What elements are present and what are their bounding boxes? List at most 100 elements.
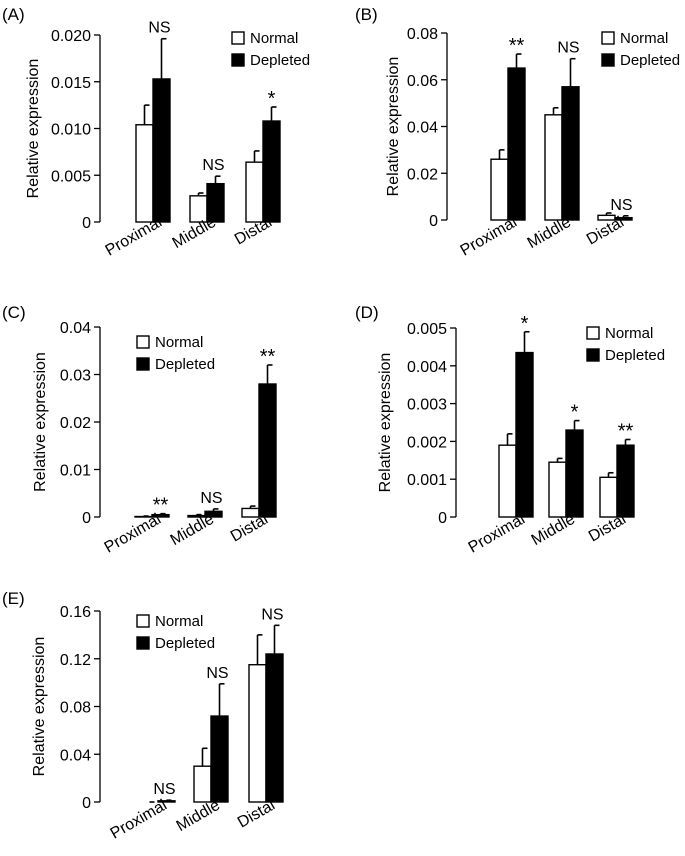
chart-panel-a: (A) 0 0.005 0.010 0.015 0.020 Relative express… <box>2 5 310 260</box>
significance-label: ** <box>509 35 525 57</box>
bar-depleted-proximal <box>151 513 170 518</box>
bar-depleted-distal <box>614 216 633 221</box>
bar-depleted-middle <box>204 510 223 518</box>
bar-depleted-distal <box>616 444 635 518</box>
y-tick-label: 0.12 <box>60 652 91 669</box>
legend-swatch-normal <box>231 31 245 45</box>
y-tick-label: 0 <box>82 215 91 232</box>
bar-normal-middle <box>193 765 212 803</box>
category-label: Proximal <box>103 214 165 260</box>
bar-depleted-middle <box>565 429 584 518</box>
bar-depleted-middle <box>210 715 229 803</box>
bar-normal-distal <box>248 664 267 803</box>
y-tick-label: 0 <box>82 510 91 527</box>
legend-swatch-normal <box>136 614 150 628</box>
significance-label: * <box>268 88 276 110</box>
significance-label: * <box>571 402 579 424</box>
y-tick-label: 0.04 <box>60 320 91 337</box>
bar-depleted-proximal <box>515 351 534 518</box>
y-tick-label: 0.01 <box>60 463 91 480</box>
bar-normal-distal <box>245 161 264 223</box>
legend-swatch-normal <box>601 31 615 45</box>
y-tick-label: 0.04 <box>60 747 91 764</box>
bar-depleted-proximal <box>507 67 526 221</box>
legend-label-depleted: Depleted <box>155 356 215 373</box>
significance-label: NS <box>200 490 222 507</box>
y-tick-label: 0.001 <box>407 472 447 489</box>
legend: Normal Depleted <box>586 325 665 364</box>
bar-normal-middle <box>544 114 563 221</box>
y-tick-label: 0.06 <box>407 73 438 90</box>
y-tick-label: 0 <box>82 795 91 812</box>
y-axis-title: Relative expression <box>25 59 42 199</box>
chart-panel-d: (D) 0 0.001 0.002 0.003 0.004 0.005 Relative ex… <box>355 303 665 557</box>
significance-label: ** <box>618 421 634 443</box>
legend-swatch-depleted <box>586 348 600 362</box>
category-label: Proximal <box>466 511 528 557</box>
bar-normal-middle <box>548 461 567 518</box>
legend-swatch-depleted <box>601 53 615 67</box>
significance-label: * <box>521 313 529 335</box>
bar-depleted-middle <box>561 86 580 221</box>
bar-depleted-proximal <box>152 78 171 223</box>
y-tick-label: 0.02 <box>60 415 91 432</box>
y-tick-label: 0.02 <box>407 166 438 183</box>
category-label: Proximal <box>108 797 170 843</box>
y-tick-label: 0.010 <box>51 122 91 139</box>
bar-normal-distal <box>599 476 618 518</box>
y-tick-label: 0.08 <box>407 26 438 43</box>
legend: Normal Depleted <box>231 30 310 69</box>
legend: Normal Depleted <box>601 30 680 69</box>
y-tick-label: 0.005 <box>51 168 91 185</box>
y-tick-label: 0.003 <box>407 397 447 414</box>
legend-label-depleted: Depleted <box>620 52 680 69</box>
panel-label: (A) <box>2 5 25 24</box>
legend-label-depleted: Depleted <box>155 635 215 652</box>
y-axis-title: Relative expression <box>31 637 48 777</box>
bar-depleted-proximal <box>157 800 176 803</box>
legend-swatch-normal <box>586 326 600 340</box>
y-axis-title: Relative expression <box>32 352 49 492</box>
bar-normal-proximal <box>135 124 154 223</box>
y-tick-label: 0.020 <box>51 28 91 45</box>
category-label: Proximal <box>102 511 164 557</box>
significance-label: NS <box>610 197 632 214</box>
category-label: Proximal <box>458 214 520 260</box>
significance-label: NS <box>148 20 170 37</box>
legend-swatch-normal <box>136 335 150 349</box>
y-tick-label: 0.005 <box>407 321 447 338</box>
significance-label: NS <box>261 606 283 623</box>
legend-label-normal: Normal <box>155 334 203 351</box>
panel-label: (E) <box>2 589 25 608</box>
legend: Normal Depleted <box>136 334 215 373</box>
significance-label: ** <box>153 495 169 517</box>
significance-label: ** <box>260 346 276 368</box>
y-tick-label: 0.03 <box>60 368 91 385</box>
bar-depleted-distal <box>258 383 277 518</box>
panel-label: (B) <box>355 5 378 24</box>
significance-label: NS <box>202 157 224 174</box>
bar-normal-proximal <box>498 444 517 518</box>
panel-label: (D) <box>355 303 379 322</box>
chart-panel-b: (B) 0 0.02 0.04 0.06 0.08 Relative expression *… <box>355 5 680 260</box>
y-tick-label: 0 <box>438 510 447 527</box>
y-axis-title: Relative expression <box>377 353 394 493</box>
y-tick-label: 0 <box>429 213 438 230</box>
y-tick-label: 0.16 <box>60 604 91 621</box>
legend-label-normal: Normal <box>155 613 203 630</box>
y-tick-label: 0.08 <box>60 700 91 717</box>
significance-label: NS <box>206 665 228 682</box>
significance-label: NS <box>557 40 579 57</box>
y-axis-title: Relative expression <box>385 57 402 197</box>
legend-label-normal: Normal <box>605 325 653 342</box>
bar-depleted-distal <box>265 653 284 803</box>
y-tick-label: 0.04 <box>407 120 438 137</box>
chart-panel-e: (E) 0 0.04 0.08 0.12 0.16 Relative expression N… <box>2 589 284 843</box>
panel-label: (C) <box>2 303 26 322</box>
y-tick-label: 0.015 <box>51 75 91 92</box>
legend: Normal Depleted <box>136 613 215 652</box>
legend-swatch-depleted <box>136 357 150 371</box>
significance-label: NS <box>153 781 175 798</box>
legend-label-depleted: Depleted <box>605 347 665 364</box>
